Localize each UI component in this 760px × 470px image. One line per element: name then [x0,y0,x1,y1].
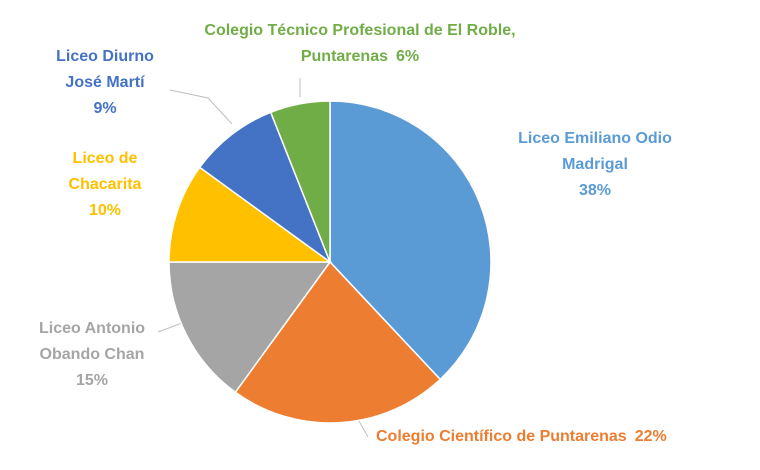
pie-slice [198,111,332,265]
value-label: 38% [578,182,612,199]
slice-label: Liceo Antonio Obando Chan 15% [12,316,172,394]
category-label: Liceo Emiliano Odio Madrigal [518,130,672,173]
category-label: Colegio Científico de Puntarenas [376,428,627,445]
value-label: 9% [93,100,117,117]
category-label: Liceo de Chacarita [68,150,142,193]
pie-slice [168,261,332,394]
slice-label: Liceo de Chacarita 10% [45,146,165,224]
slice-label: Colegio Técnico Profesional de El Roble,… [170,18,550,70]
category-label: Liceo Antonio Obando Chan [38,320,146,363]
value-label: 22% [634,428,667,445]
category-label: Liceo Diurno José Martí [56,48,154,91]
value-label: 15% [75,372,109,389]
value-label: 10% [88,202,122,219]
pie-slice [234,260,442,424]
pie-slice [168,166,333,263]
pie-slice [329,100,492,381]
category-label: Colegio Técnico Profesional de El Roble,… [204,22,516,65]
slice-label: Colegio Científico de Puntarenas 22% [376,424,746,450]
value-label: 6% [396,48,420,65]
pie-slice [269,100,331,263]
slice-label: Liceo Diurno José Martí 9% [40,44,170,122]
slice-label: Liceo Emiliano Odio Madrigal 38% [505,126,685,204]
leader-line [169,89,233,125]
